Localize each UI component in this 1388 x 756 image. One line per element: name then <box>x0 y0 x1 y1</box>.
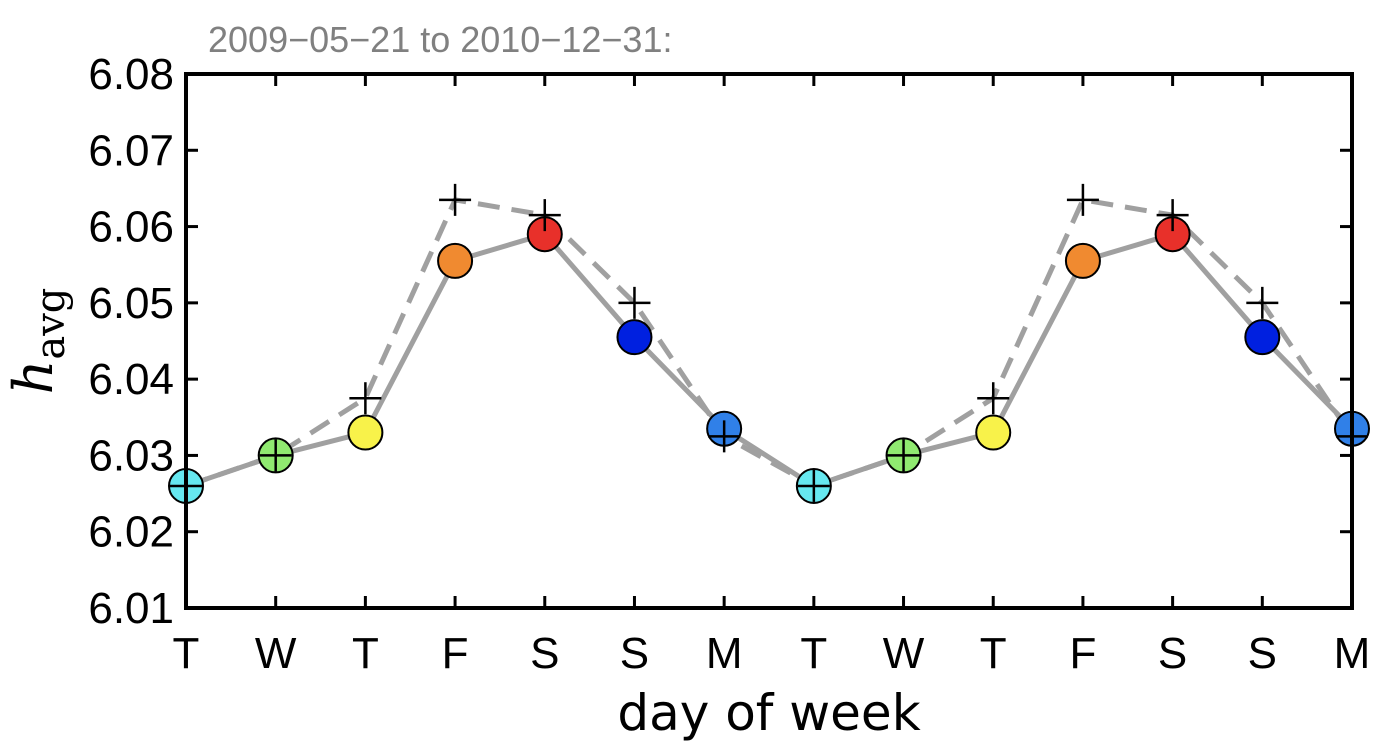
x-tick-label: T <box>173 629 200 678</box>
x-tick-label: W <box>883 629 925 678</box>
plus-marker <box>439 183 472 216</box>
plus-marker <box>887 439 920 472</box>
plot-series <box>168 183 1370 504</box>
y-tick-label: 6.01 <box>88 584 174 633</box>
x-tick-label: M <box>706 629 743 678</box>
x-tick-label: M <box>1334 629 1371 678</box>
plus-marker <box>1156 199 1189 232</box>
y-tick-label: 6.02 <box>88 508 174 557</box>
plus-marker <box>1066 183 1099 216</box>
plus-marker <box>349 382 382 415</box>
plus-marker <box>797 469 830 502</box>
x-tick-label: S <box>620 629 649 678</box>
x-tick-label: F <box>1069 629 1096 678</box>
y-tick-label: 6.08 <box>88 50 174 99</box>
chart-subtitle: 2009−05−21 to 2010−12−31: <box>208 19 672 60</box>
circle-marker <box>1244 319 1281 356</box>
x-tick-label: S <box>1248 629 1277 678</box>
x-tick-label: T <box>800 629 827 678</box>
circle-marker <box>975 414 1012 451</box>
plus-marker <box>708 420 741 453</box>
circle-marker <box>616 319 653 356</box>
x-tick-label: F <box>442 629 469 678</box>
y-tick-label: 6.05 <box>88 279 174 328</box>
y-tick-label: 6.04 <box>88 355 174 404</box>
y-tick-label: 6.03 <box>88 431 174 480</box>
y-tick-label: 6.06 <box>88 203 174 252</box>
x-tick-label: T <box>352 629 379 678</box>
x-tick-label: W <box>255 629 297 678</box>
plus-marker <box>528 199 561 232</box>
plus-marker <box>977 382 1010 415</box>
circle-marker <box>1064 242 1101 279</box>
x-axis-label: day of week <box>617 684 920 742</box>
x-tick-label: S <box>1158 629 1187 678</box>
x-tick-label: T <box>980 629 1007 678</box>
y-axis-label-main: h <box>2 360 65 395</box>
x-tick-label: S <box>530 629 559 678</box>
y-axis-label: havg <box>2 288 74 395</box>
plus-marker <box>618 286 651 319</box>
circle-marker <box>437 242 474 279</box>
circle-marker <box>347 414 384 451</box>
plot-frame <box>184 72 1354 610</box>
axes: 6.01 6.02 6.03 6.04 6.05 6.06 6.07 6.08 T W T F S S M T… <box>88 50 1370 678</box>
y-axis-label-subscript: avg <box>28 288 74 360</box>
plus-marker <box>259 439 292 472</box>
y-tick-label: 6.07 <box>88 126 174 175</box>
plus-marker <box>1246 286 1279 319</box>
